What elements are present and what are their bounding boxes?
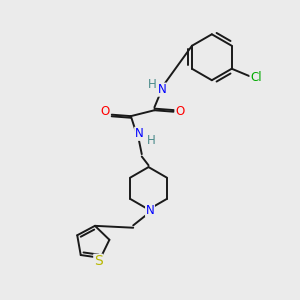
Text: S: S [94,254,103,268]
Text: Cl: Cl [250,71,262,84]
Text: N: N [135,127,143,140]
Text: N: N [158,83,166,96]
Text: N: N [146,204,154,217]
Text: H: H [148,78,156,91]
Text: O: O [176,105,185,118]
Text: H: H [147,134,156,147]
Text: O: O [100,105,110,118]
